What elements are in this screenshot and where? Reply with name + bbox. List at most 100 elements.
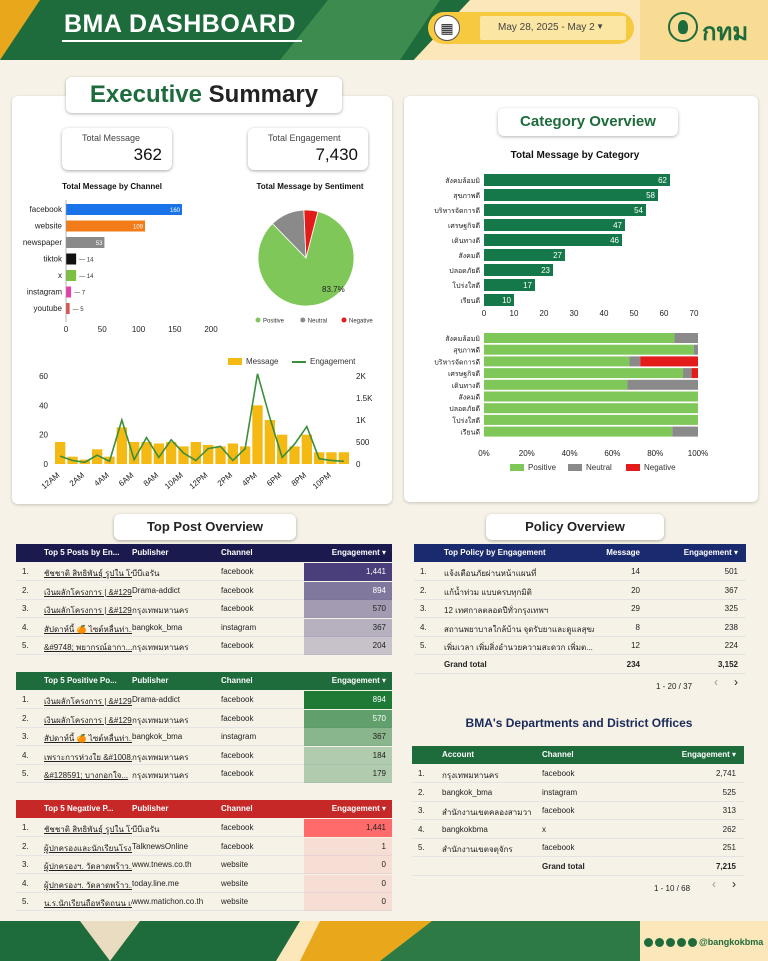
column-header: Top 5 Negative P...: [44, 804, 114, 813]
post-link[interactable]: สัปดาห์นี้ 🍊 ไซต์หลื่นท่า...: [44, 624, 132, 634]
facebook-icon[interactable]: [655, 938, 664, 948]
cell: facebook: [542, 806, 575, 815]
post-link[interactable]: น.ร.นักเรียนถือหรีดถนน เขต...: [44, 899, 132, 908]
cell: bangkok_bma: [442, 787, 493, 797]
category-value: 54: [634, 206, 643, 215]
table-row[interactable]: 2. ผู้ปกครองและนักเรียนโรง... TalknewsOnli…: [16, 837, 392, 856]
tiktok-icon[interactable]: [688, 938, 697, 948]
channel-value: 160: [170, 208, 181, 214]
table-row[interactable]: 2. เงินผลักโครงการ | &#1294...Drama-addic…: [16, 581, 392, 600]
row-index: 2.: [22, 841, 29, 851]
post-link[interactable]: &#9748; พยากรณ์อากา...: [44, 643, 132, 652]
category-sent-segment: [691, 368, 698, 379]
channel-value: — 14: [79, 258, 94, 264]
chevron-down-icon[interactable]: ▼: [596, 22, 604, 31]
table-row[interactable]: 5. น.ร.นักเรียนถือหรีดถนน เขต...www.matic…: [16, 893, 392, 911]
table-row[interactable]: 4. bangkokbma x 262: [412, 821, 744, 839]
column-header[interactable]: Engagement ▾: [331, 804, 386, 813]
table-row[interactable]: 4. สัปดาห์นี้ 🍊 ไซต์หลื่นท่า... bangkok_bm…: [16, 618, 392, 637]
prev-page-icon[interactable]: ‹: [714, 675, 718, 689]
table-row[interactable]: 3. ผู้ปกครองฯ. วัดลาดพร้าว... www.tnews.co…: [16, 856, 392, 874]
post-link[interactable]: เงินผลักโครงการ | &#1294...: [44, 587, 132, 597]
prev-page-icon[interactable]: ‹: [712, 877, 716, 891]
table-row[interactable]: 2. แก้น้ำท่วม แบบครบทุกมิติ 20 367: [414, 582, 746, 600]
category-sent-label: บริหารจัดการดี: [434, 358, 480, 366]
post-link[interactable]: เพราะการห่วงใย &#1008...: [44, 752, 132, 762]
table-row[interactable]: 2. bangkok_bma instagram 525: [412, 784, 744, 802]
next-page-icon[interactable]: ›: [732, 877, 736, 891]
table-row[interactable]: 1. แจ้งเตือนภัยผ่านหน้าแผนที่ 14 501: [414, 563, 746, 581]
cell: สถานพยาบาลใกล้บ้าน จุดรับยาและดูแลสุขภาพ…: [444, 624, 594, 634]
post-link[interactable]: ชัชชาติ สิทธิพันธุ์ รูปใน โรง...: [44, 569, 132, 578]
column-header[interactable]: Engagement ▾: [683, 548, 738, 557]
table-row[interactable]: 5. &#9748; พยากรณ์อากา... กรุงเทพมหานคร fac…: [16, 637, 392, 655]
channel-label: x: [58, 271, 62, 280]
hourly-message-bar: [92, 449, 103, 464]
social-links[interactable]: @bangkokbma: [644, 937, 763, 948]
category-tick: 10: [510, 309, 519, 318]
row-index: 5.: [22, 769, 29, 778]
table-row[interactable]: 4. เพราะการห่วงใย &#1008... กรุงเทพมหานคร f…: [16, 746, 392, 765]
post-link[interactable]: ผู้ปกครองและนักเรียนโรง...: [44, 843, 132, 853]
date-range-dropdown[interactable]: May 28, 2025 - May 2 ▼: [480, 16, 626, 40]
hourly-message-bar: [166, 442, 177, 464]
post-link[interactable]: &#128591; บางกอกใจ...: [44, 771, 129, 780]
hourly-x-tick: 6AM: [117, 470, 136, 488]
post-link[interactable]: เงินผลักโครงการ | &#1294...: [44, 606, 132, 615]
sentiment-legend-label: Neutral: [308, 319, 327, 325]
post-link[interactable]: ผู้ปกครองฯ. วัดลาดพร้าว...: [44, 862, 132, 871]
legend-dot: [255, 317, 261, 323]
table-header: Account Channel Engagement ▾: [412, 746, 744, 764]
table-row[interactable]: 5. สำนักงานเขตจตุจักร facebook 251: [412, 839, 744, 857]
table-row[interactable]: 4. ผู้ปกครองฯ. วัดลาดพร้าว... today.line.m…: [16, 874, 392, 893]
channel-tick: 100: [132, 325, 146, 334]
channel-label: newspaper: [23, 238, 62, 247]
cell: 313: [722, 806, 736, 815]
post-link[interactable]: สัปดาห์นี้ 🍊 ไซต์หลื่นท่า...: [44, 734, 132, 743]
cell: กรุงเทพมหานคร: [442, 771, 499, 780]
table-row[interactable]: 1. กรุงเทพมหานคร facebook 2,741: [412, 765, 744, 783]
category-tick: 40: [600, 309, 609, 318]
post-link[interactable]: ผู้ปกครองฯ. วัดลาดพร้าว...: [44, 880, 132, 890]
youtube-icon[interactable]: [666, 938, 675, 948]
x-icon[interactable]: [644, 938, 653, 948]
table-row[interactable]: 3. เงินผลักโครงการ | &#1294...กรุงเทพมหาน…: [16, 600, 392, 618]
table-row[interactable]: 1. เงินผลักโครงการ | &#1294...Drama-addic…: [16, 691, 392, 709]
category-pct-tick: 60%: [604, 449, 620, 458]
table-row[interactable]: 3. สำนักงานเขตคลองสามวา facebook 313: [412, 802, 744, 820]
category-sent-label: เดินทางดี: [452, 382, 480, 390]
date-range-picker[interactable]: ▦ May 28, 2025 - May 2 ▼: [428, 12, 634, 44]
category-value: 46: [610, 236, 619, 245]
category-label: เรียนดี: [460, 297, 480, 305]
post-link[interactable]: เงินผลักโครงการ | &#1294...: [44, 715, 132, 725]
table-row[interactable]: 5. &#128591; บางกอกใจ... กรุงเทพมหานคร face…: [16, 765, 392, 783]
calendar-icon[interactable]: ▦: [434, 15, 460, 41]
publisher: bangkok_bma: [132, 732, 183, 741]
row-index: 1.: [22, 823, 29, 832]
post-link[interactable]: ชัชชาติ สิทธิพันธุ์ รูปใน โรง...: [44, 825, 132, 834]
row-index: 2.: [22, 585, 29, 595]
cell: instagram: [542, 787, 578, 797]
table-row[interactable]: 1. ชัชชาติ สิทธิพันธุ์ รูปใน โรง...บีบีเอ…: [16, 819, 392, 837]
category-label: เดินทางดี: [452, 237, 480, 245]
table-row[interactable]: 3. 12 เทศกาลตลอดปีทั่วกรุงเทพฯ 29 325: [414, 600, 746, 618]
channel: facebook: [221, 585, 254, 595]
table-row[interactable]: 1. ชัชชาติ สิทธิพันธุ์ รูปใน โรง...บีบีเอ…: [16, 563, 392, 581]
engagement-value: 570: [372, 713, 386, 723]
next-page-icon[interactable]: ›: [734, 675, 738, 689]
table-row[interactable]: 5. เพิ่มเวลา เพิ่มสิ่งอำนวยความสะดวก เพิ่…: [414, 637, 746, 655]
cell: 525: [722, 787, 736, 797]
column-header[interactable]: Engagement ▾: [331, 676, 386, 685]
table-row[interactable]: 3. สัปดาห์นี้ 🍊 ไซต์หลื่นท่า... bangkok_bm…: [16, 728, 392, 746]
instagram-icon[interactable]: [677, 938, 686, 948]
exec-title-a: Executive: [89, 81, 202, 108]
table-row[interactable]: 4. สถานพยาบาลใกล้บ้าน จุดรับยาและดูแลสุขภ…: [414, 619, 746, 637]
post-link[interactable]: เงินผลักโครงการ | &#1294...: [44, 697, 132, 706]
category-value: 10: [502, 296, 511, 305]
channel-bar: [66, 204, 182, 215]
column-header[interactable]: Engagement ▾: [331, 548, 386, 557]
category-bar: [484, 249, 565, 261]
table-row[interactable]: 2. เงินผลักโครงการ | &#1294...กรุงเทพมหาน…: [16, 709, 392, 728]
column-header[interactable]: Engagement ▾: [681, 750, 736, 759]
channel: website: [221, 897, 249, 906]
